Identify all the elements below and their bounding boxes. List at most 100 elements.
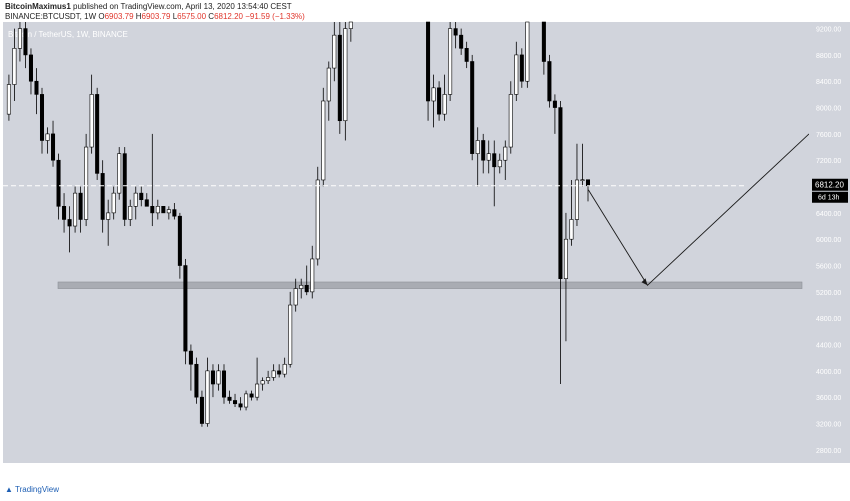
candle[interactable]	[426, 21, 431, 121]
candle[interactable]	[315, 166, 320, 266]
candle[interactable]	[497, 153, 502, 174]
candle[interactable]	[17, 22, 22, 62]
logo-icon: ▲	[5, 485, 13, 494]
candle[interactable]	[244, 390, 249, 411]
candle[interactable]	[205, 357, 210, 427]
ohlc-readout: BINANCE:BTCUSDT, 1W O6903.79 H6903.79 L6…	[5, 12, 305, 21]
candle[interactable]	[299, 278, 304, 299]
candle[interactable]	[437, 81, 442, 121]
candle-body	[277, 370, 282, 375]
candle[interactable]	[431, 74, 436, 128]
candle[interactable]	[172, 203, 177, 220]
candle[interactable]	[343, 22, 348, 141]
candle[interactable]	[62, 193, 67, 233]
candle[interactable]	[122, 147, 127, 227]
candle[interactable]	[326, 61, 331, 121]
candle[interactable]	[221, 364, 227, 404]
candle[interactable]	[111, 186, 116, 220]
candle[interactable]	[39, 87, 45, 154]
candle[interactable]	[210, 364, 215, 398]
candle[interactable]	[227, 390, 232, 404]
candle[interactable]	[177, 212, 182, 279]
candle[interactable]	[508, 81, 513, 154]
candle[interactable]	[569, 179, 574, 246]
candle[interactable]	[563, 212, 568, 342]
candle[interactable]	[78, 186, 83, 233]
price-tick-label: 9200.00	[816, 27, 841, 34]
candle[interactable]	[304, 265, 309, 296]
candle[interactable]	[260, 377, 265, 391]
candle[interactable]	[144, 193, 149, 207]
candle[interactable]	[459, 28, 464, 55]
candle[interactable]	[95, 87, 100, 180]
candle[interactable]	[580, 143, 585, 187]
candle[interactable]	[492, 140, 497, 207]
candle[interactable]	[271, 364, 276, 381]
candle[interactable]	[233, 393, 238, 408]
candle[interactable]	[106, 199, 111, 246]
candle[interactable]	[34, 68, 39, 115]
candle[interactable]	[216, 364, 221, 391]
candle[interactable]	[199, 390, 204, 427]
candle[interactable]	[56, 153, 61, 220]
candle[interactable]	[238, 397, 243, 411]
price-tick-label: 2800.00	[816, 448, 841, 455]
candle[interactable]	[552, 94, 557, 134]
candle[interactable]	[574, 143, 579, 227]
candle[interactable]	[23, 22, 28, 69]
candle[interactable]	[155, 199, 160, 220]
candle[interactable]	[255, 357, 260, 401]
candle[interactable]	[183, 258, 188, 365]
candle[interactable]	[45, 127, 50, 154]
candle[interactable]	[453, 22, 458, 49]
candle[interactable]	[442, 74, 447, 121]
candle[interactable]	[194, 357, 199, 404]
candle[interactable]	[464, 41, 469, 69]
candle[interactable]	[166, 206, 171, 220]
candle[interactable]	[139, 186, 144, 207]
candle[interactable]	[128, 199, 133, 227]
candle[interactable]	[525, 21, 530, 88]
candle[interactable]	[486, 140, 491, 174]
tradingview-logo[interactable]: ▲ TradingView	[5, 485, 60, 494]
candle-body	[89, 94, 94, 148]
candle[interactable]	[117, 147, 122, 200]
candle[interactable]	[282, 357, 287, 378]
candle[interactable]	[514, 41, 519, 101]
candle[interactable]	[89, 74, 94, 154]
candle[interactable]	[470, 54, 475, 161]
candle[interactable]	[266, 370, 271, 385]
candle[interactable]	[84, 133, 89, 227]
candle[interactable]	[100, 160, 105, 233]
candle[interactable]	[133, 186, 138, 220]
price-axis[interactable]	[809, 22, 850, 463]
candle[interactable]	[51, 120, 56, 167]
candle[interactable]	[547, 54, 552, 108]
candle[interactable]	[541, 21, 546, 75]
candle[interactable]	[481, 133, 486, 174]
candle[interactable]	[288, 291, 293, 368]
candle[interactable]	[67, 206, 72, 253]
candle[interactable]	[310, 245, 315, 299]
candle[interactable]	[448, 22, 453, 101]
candle[interactable]	[73, 186, 78, 233]
candle[interactable]	[161, 205, 166, 214]
candle[interactable]	[6, 74, 11, 121]
candle[interactable]	[321, 87, 326, 187]
candle[interactable]	[503, 140, 508, 180]
candle[interactable]	[558, 100, 563, 385]
candle[interactable]	[332, 22, 337, 82]
candle[interactable]	[28, 48, 33, 95]
candle[interactable]	[337, 22, 342, 134]
candle[interactable]	[519, 48, 524, 88]
candle[interactable]	[12, 28, 17, 101]
candle[interactable]	[475, 127, 480, 187]
candle[interactable]	[348, 21, 353, 42]
time-tick-label: Aug	[90, 468, 103, 475]
candle[interactable]	[188, 344, 193, 391]
candle[interactable]	[277, 364, 282, 378]
candle[interactable]	[293, 278, 298, 312]
candle[interactable]	[150, 133, 155, 227]
candle[interactable]	[249, 390, 254, 401]
